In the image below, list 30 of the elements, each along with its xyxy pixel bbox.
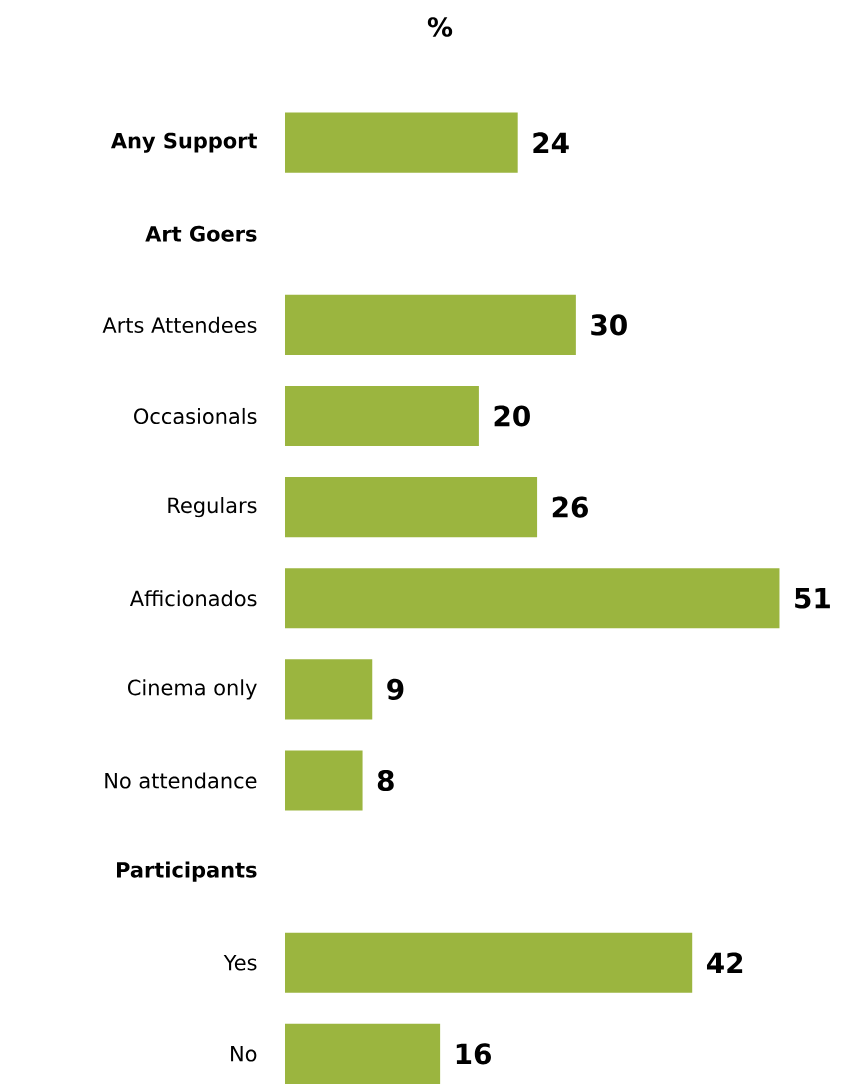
bar	[285, 385, 479, 447]
y-tick-label: Regulars	[168, 497, 257, 518]
y-tick-label: No attendance	[105, 772, 257, 789]
bar	[285, 477, 538, 538]
data-label: 51	[795, 587, 830, 609]
y-tick-label: Cinema only	[127, 679, 257, 700]
y-tick-label: Arts Attendees	[102, 316, 257, 333]
bar	[285, 112, 518, 173]
data-label: 26	[552, 496, 588, 518]
data-label: 8	[377, 769, 394, 792]
chart-title: %	[427, 17, 453, 37]
bar	[285, 932, 693, 993]
data-label: 42	[706, 952, 743, 974]
bar	[285, 659, 373, 720]
data-label: 30	[591, 314, 627, 336]
y-tick-label: Participants	[117, 861, 257, 882]
data-label: 9	[387, 678, 404, 700]
y-tick-label: Yes	[223, 954, 257, 971]
bar	[285, 294, 576, 355]
data-label: 20	[494, 405, 530, 427]
y-tick-label: Afficionados	[129, 590, 257, 607]
y-tick-label: Occasionals	[134, 407, 257, 425]
y-tick-label: No	[231, 1046, 257, 1062]
bar	[285, 1023, 441, 1084]
data-label: 16	[456, 1043, 491, 1065]
bar	[285, 568, 780, 629]
bar	[285, 750, 363, 811]
y-tick-label: Art Goers	[145, 225, 257, 242]
y-tick-label: Any Support	[110, 132, 257, 153]
data-label: 24	[533, 132, 569, 154]
